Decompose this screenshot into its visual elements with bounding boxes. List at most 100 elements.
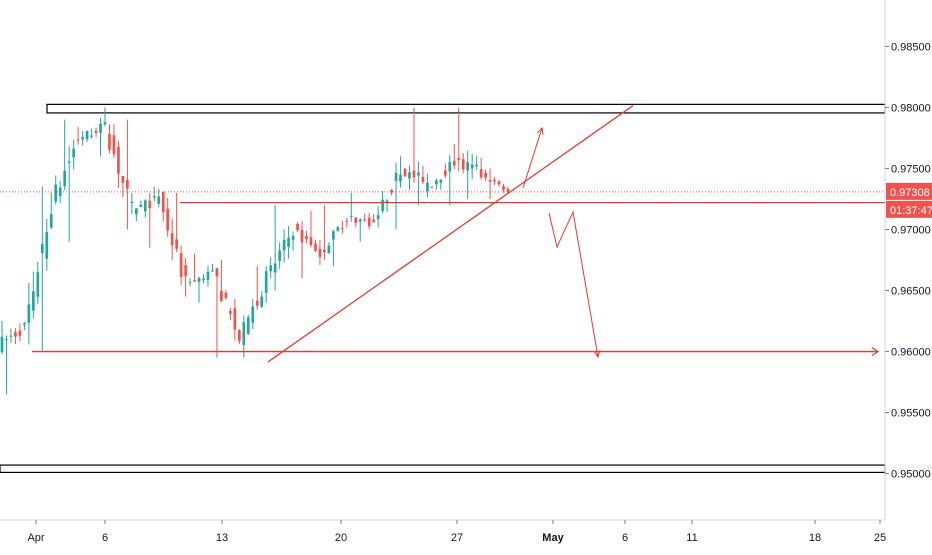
candle-body <box>126 179 129 189</box>
candle-body <box>269 265 273 272</box>
time-axis[interactable]: Apr 6 13 20 27 May 6 11 18 25 <box>27 520 886 544</box>
candle-body <box>443 170 447 176</box>
candle-body <box>381 199 384 212</box>
candle-body <box>242 322 246 346</box>
candle-body <box>94 130 98 133</box>
candle-body <box>345 220 349 222</box>
price-tick-label: 0.95000 <box>891 469 931 481</box>
candle-body <box>426 182 429 192</box>
candle-body <box>152 196 156 198</box>
candle-body <box>475 164 478 167</box>
candle-body <box>76 139 80 141</box>
candle-body <box>112 135 116 155</box>
time-tick-label: May <box>542 532 564 544</box>
time-tick-label: 13 <box>216 532 228 544</box>
candle-body <box>188 282 192 284</box>
projection-arrow-down-head <box>593 350 601 359</box>
candle-body <box>390 189 393 193</box>
candle-body <box>354 217 358 223</box>
candle-body <box>161 191 165 213</box>
candle-body <box>412 170 416 178</box>
price-tick-label: 0.98500 <box>891 41 931 53</box>
candle-body <box>139 204 143 207</box>
candle-body <box>403 168 407 177</box>
candle-body <box>229 311 232 314</box>
candle-body <box>323 249 326 253</box>
candle-body <box>166 208 170 231</box>
candle-body <box>202 278 205 281</box>
candle-body <box>148 200 152 209</box>
candle-body <box>470 164 474 169</box>
candle-body <box>27 304 31 323</box>
candle-body <box>385 200 389 203</box>
candle-body <box>45 232 49 259</box>
candle-body <box>287 237 290 247</box>
axis-layer <box>0 0 886 521</box>
candle-body <box>358 219 362 222</box>
candle-body <box>327 245 331 254</box>
candle-body <box>466 162 470 171</box>
candle-body <box>85 131 89 140</box>
price-tick-label: 0.96500 <box>891 286 931 298</box>
candle-body <box>318 248 322 258</box>
candle-body <box>134 208 138 215</box>
time-tick-label: 25 <box>874 532 886 544</box>
candle-body <box>363 219 367 221</box>
candle-body <box>197 277 201 283</box>
candles-layer <box>0 107 510 395</box>
current-price-value: 0.97308 <box>890 187 930 199</box>
candle-body <box>32 291 35 311</box>
time-tick-label: 27 <box>451 532 463 544</box>
price-axis[interactable]: 0.98500 0.98000 0.97500 0.97000 0.96500 0.960… <box>885 41 931 481</box>
candle-body <box>264 271 268 293</box>
candle-body <box>314 243 317 251</box>
candle-body <box>502 186 505 190</box>
candle-body <box>67 161 71 163</box>
time-tick-label: 20 <box>335 532 347 544</box>
price-tick-label: 0.97500 <box>891 163 931 175</box>
candle-body <box>23 323 26 325</box>
candle-body <box>9 335 13 337</box>
candle-body <box>421 176 425 182</box>
candle-body <box>179 253 183 277</box>
candle-body <box>479 169 483 178</box>
candle-body <box>367 217 371 227</box>
candle-body <box>439 179 443 183</box>
drawings-layer <box>32 105 885 363</box>
candle-body <box>488 179 492 182</box>
candle-body <box>170 233 174 246</box>
candle-body <box>40 244 44 254</box>
candle-body <box>184 265 187 277</box>
candle-body <box>305 235 308 240</box>
time-tick-label: 11 <box>686 532 697 544</box>
candle-body <box>340 228 344 230</box>
projection-arrow-up-head <box>536 126 544 135</box>
candle-body <box>193 280 196 282</box>
candle-body <box>417 172 420 176</box>
candle-body <box>54 184 58 202</box>
candle-body <box>49 214 53 228</box>
candle-body <box>224 292 228 298</box>
candle-body <box>14 332 17 337</box>
candle-body <box>90 135 93 137</box>
bar-countdown: 01:37:47 <box>890 205 932 217</box>
candle-body <box>309 237 313 245</box>
candle-body <box>484 172 487 178</box>
candle-body <box>430 186 434 188</box>
candle-body <box>246 317 250 334</box>
price-badge-bg <box>886 182 932 200</box>
candle-body <box>99 124 102 133</box>
candle-body <box>376 215 380 220</box>
candle-body <box>336 227 340 231</box>
candle-body <box>461 159 465 170</box>
projection-arrow-up <box>522 127 543 189</box>
candle-body <box>394 172 398 181</box>
price-tick-label: 0.98000 <box>891 102 931 114</box>
time-tick-label: 6 <box>102 532 108 544</box>
candle-body <box>273 263 277 273</box>
candle-body <box>108 134 111 150</box>
ascending-trendline <box>267 105 634 363</box>
